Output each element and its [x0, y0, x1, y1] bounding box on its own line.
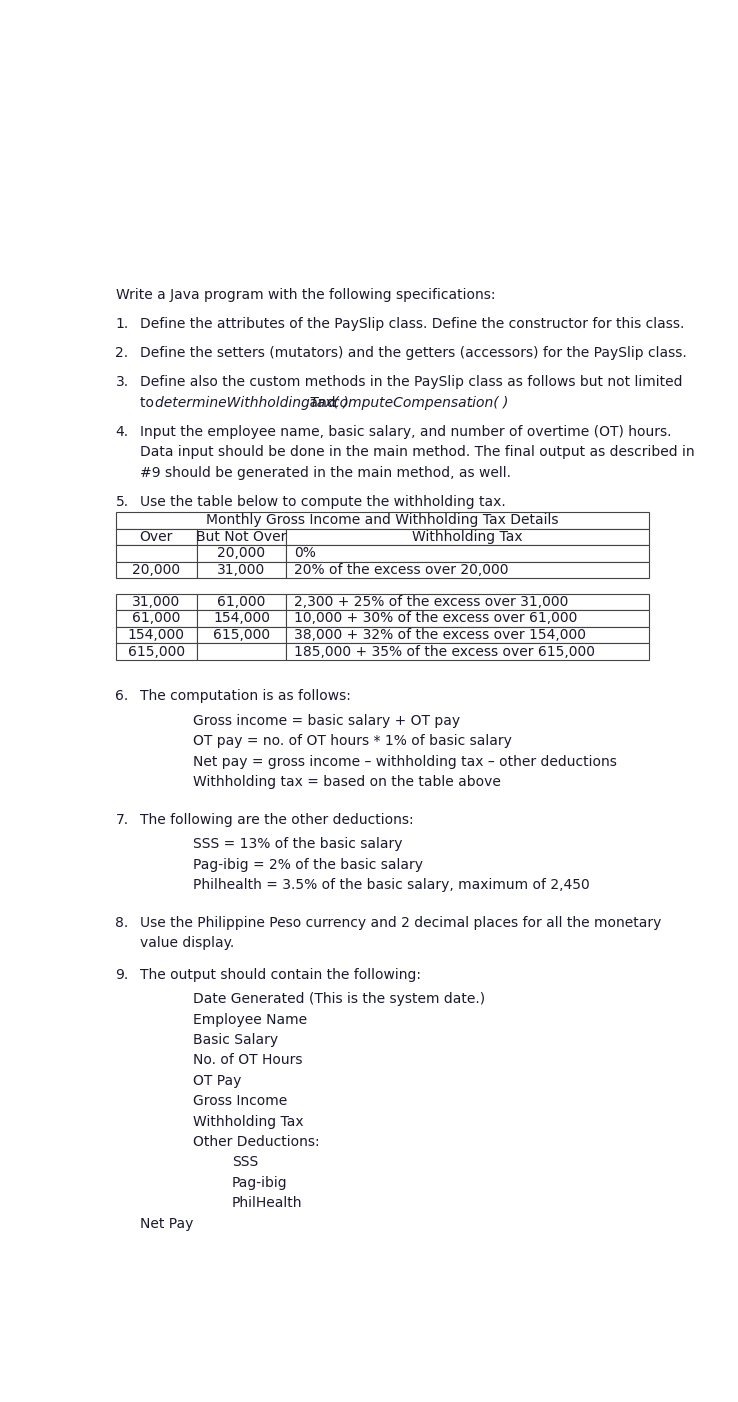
Bar	[116, 593, 197, 610]
Text: Use the table below to compute the withholding tax.: Use the table below to compute the withh…	[140, 495, 506, 509]
Bar	[286, 644, 649, 660]
Text: 5.: 5.	[116, 495, 128, 509]
Text: 7.: 7.	[116, 813, 128, 827]
Bar	[116, 610, 197, 627]
Bar	[286, 627, 649, 644]
Text: 61,000: 61,000	[217, 594, 266, 608]
Text: 0%: 0%	[294, 547, 316, 561]
Text: 2.: 2.	[116, 346, 128, 360]
Text: 6.: 6.	[116, 690, 128, 704]
Bar	[286, 610, 649, 627]
Text: 185,000 + 35% of the excess over 615,000: 185,000 + 35% of the excess over 615,000	[294, 645, 595, 659]
Text: to: to	[140, 395, 159, 409]
Text: Write a Java program with the following specifications:: Write a Java program with the following …	[116, 287, 495, 301]
Text: OT pay = no. of OT hours * 1% of basic salary: OT pay = no. of OT hours * 1% of basic s…	[193, 735, 512, 749]
Text: determineWithholdingTax( ): determineWithholdingTax( )	[154, 395, 348, 409]
Text: Gross income = basic salary + OT pay: Gross income = basic salary + OT pay	[193, 714, 460, 728]
Bar	[197, 545, 286, 562]
Text: computeCompensation( ): computeCompensation( )	[331, 395, 508, 409]
Text: 615,000: 615,000	[128, 645, 184, 659]
Text: .: .	[469, 395, 473, 409]
Text: 8.: 8.	[116, 916, 128, 930]
Text: Pag-ibig = 2% of the basic salary: Pag-ibig = 2% of the basic salary	[193, 858, 423, 872]
Text: #9 should be generated in the main method, as well.: #9 should be generated in the main metho…	[140, 465, 511, 479]
Text: Net pay = gross income – withholding tax – other deductions: Net pay = gross income – withholding tax…	[193, 754, 617, 768]
Bar	[197, 593, 286, 610]
Text: 4.: 4.	[116, 425, 128, 439]
Text: Gross Income: Gross Income	[193, 1094, 287, 1108]
Bar	[286, 593, 649, 610]
Text: The following are the other deductions:: The following are the other deductions:	[140, 813, 414, 827]
Bar	[116, 627, 197, 644]
Bar	[197, 610, 286, 627]
Text: 38,000 + 32% of the excess over 154,000: 38,000 + 32% of the excess over 154,000	[294, 628, 586, 642]
Text: Use the Philippine Peso currency and 2 decimal places for all the monetary: Use the Philippine Peso currency and 2 d…	[140, 916, 662, 930]
Text: value display.: value display.	[140, 937, 235, 951]
Text: 31,000: 31,000	[132, 594, 180, 608]
Text: Philhealth = 3.5% of the basic salary, maximum of 2,450: Philhealth = 3.5% of the basic salary, m…	[193, 878, 590, 892]
Text: Withholding tax = based on the table above: Withholding tax = based on the table abo…	[193, 775, 501, 789]
Text: 9.: 9.	[116, 969, 128, 983]
Bar	[116, 644, 197, 660]
Bar	[286, 545, 649, 562]
Text: Define also the custom methods in the PaySlip class as follows but not limited: Define also the custom methods in the Pa…	[140, 376, 683, 390]
Text: 154,000: 154,000	[128, 628, 184, 642]
Text: Over: Over	[139, 530, 173, 544]
Text: Define the setters (mutators) and the getters (accessors) for the PaySlip class.: Define the setters (mutators) and the ge…	[140, 346, 687, 360]
Text: Withholding Tax: Withholding Tax	[193, 1115, 303, 1129]
Text: The output should contain the following:: The output should contain the following:	[140, 969, 421, 983]
Text: 1.: 1.	[116, 317, 128, 331]
Bar	[197, 644, 286, 660]
Bar	[116, 562, 197, 578]
Bar	[116, 512, 649, 529]
Text: OT Pay: OT Pay	[193, 1074, 241, 1088]
Text: Employee Name: Employee Name	[193, 1012, 307, 1026]
Text: The computation is as follows:: The computation is as follows:	[140, 690, 351, 704]
Bar	[197, 627, 286, 644]
Bar	[116, 545, 197, 562]
Text: Define the attributes of the PaySlip class. Define the constructor for this clas: Define the attributes of the PaySlip cla…	[140, 317, 685, 331]
Text: Data input should be done in the main method. The final output as described in: Data input should be done in the main me…	[140, 446, 695, 460]
Text: 20% of the excess over 20,000: 20% of the excess over 20,000	[294, 564, 508, 578]
Bar	[197, 529, 286, 545]
Bar	[197, 562, 286, 578]
Text: 61,000: 61,000	[132, 611, 180, 625]
Text: 154,000: 154,000	[213, 611, 270, 625]
Text: Pag-ibig: Pag-ibig	[232, 1176, 287, 1190]
Text: Input the employee name, basic salary, and number of overtime (OT) hours.: Input the employee name, basic salary, a…	[140, 425, 672, 439]
Text: No. of OT Hours: No. of OT Hours	[193, 1053, 303, 1067]
Text: PhilHealth: PhilHealth	[232, 1196, 303, 1210]
Text: 3.: 3.	[116, 376, 128, 390]
Text: 31,000: 31,000	[217, 564, 266, 578]
Text: 615,000: 615,000	[213, 628, 270, 642]
Bar	[286, 562, 649, 578]
Text: 20,000: 20,000	[132, 564, 180, 578]
Text: 2,300 + 25% of the excess over 31,000: 2,300 + 25% of the excess over 31,000	[294, 594, 568, 608]
Text: Withholding Tax: Withholding Tax	[412, 530, 523, 544]
Text: 20,000: 20,000	[218, 547, 266, 561]
Text: and: and	[305, 395, 339, 409]
Text: SSS: SSS	[232, 1155, 258, 1169]
Bar	[116, 529, 197, 545]
Text: Date Generated (This is the system date.): Date Generated (This is the system date.…	[193, 993, 485, 1007]
Text: SSS = 13% of the basic salary: SSS = 13% of the basic salary	[193, 837, 402, 851]
Text: 10,000 + 30% of the excess over 61,000: 10,000 + 30% of the excess over 61,000	[294, 611, 577, 625]
Text: But Not Over: But Not Over	[196, 530, 286, 544]
Bar	[286, 529, 649, 545]
Text: Other Deductions:: Other Deductions:	[193, 1136, 320, 1150]
Text: Basic Salary: Basic Salary	[193, 1033, 278, 1047]
Text: Monthly Gross Income and Withholding Tax Details: Monthly Gross Income and Withholding Tax…	[206, 513, 559, 527]
Text: Net Pay: Net Pay	[140, 1217, 193, 1231]
